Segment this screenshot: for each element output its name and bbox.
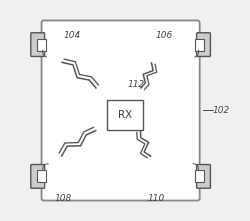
Bar bbox=[108, 99, 142, 130]
Text: 106: 106 bbox=[156, 31, 173, 40]
Bar bbox=[195, 170, 204, 182]
Text: 108: 108 bbox=[55, 194, 72, 203]
FancyBboxPatch shape bbox=[31, 33, 44, 57]
Text: 110: 110 bbox=[147, 194, 164, 203]
Bar bbox=[195, 39, 204, 51]
FancyBboxPatch shape bbox=[42, 21, 200, 200]
FancyBboxPatch shape bbox=[196, 33, 210, 57]
Text: 112: 112 bbox=[127, 80, 144, 89]
Text: RX: RX bbox=[118, 110, 132, 120]
Text: 102: 102 bbox=[213, 106, 230, 115]
Bar bbox=[37, 170, 46, 182]
FancyBboxPatch shape bbox=[31, 164, 44, 188]
Text: 104: 104 bbox=[64, 31, 81, 40]
Bar bbox=[37, 39, 46, 51]
FancyBboxPatch shape bbox=[196, 164, 210, 188]
